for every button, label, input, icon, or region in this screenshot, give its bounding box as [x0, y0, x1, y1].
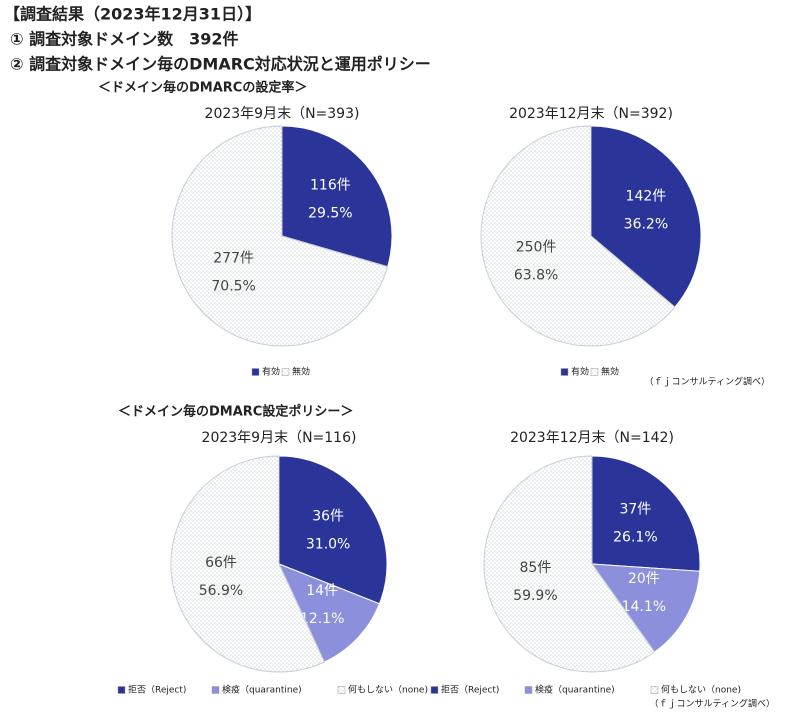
pie-slice [170, 455, 326, 673]
percent-label: 12.1% [300, 611, 344, 627]
pie-slice [278, 563, 381, 663]
doc-title: 【調査結果（2023年12月31日）】 [4, 5, 261, 24]
doc-line: ② 調査対象ドメイン毎のDMARC対応状況と運用ポリシー [10, 55, 431, 74]
count-label: 37件 [619, 501, 651, 517]
count-label: 66件 [205, 555, 237, 571]
pie-slice [590, 563, 701, 653]
legend-label: 何もしない（none) [661, 684, 741, 696]
source-note: （ｆｊコンサルティング調べ） [650, 698, 775, 710]
pie-slice [281, 125, 393, 268]
chart-title: 2023年9月末（N=116) [202, 430, 357, 446]
percent-label: 29.5% [308, 206, 352, 222]
chart-title: 2023年12月末（N=142) [510, 430, 674, 446]
percent-label: 31.0% [306, 537, 350, 553]
legend-label: 検疫（quarantine) [535, 684, 615, 696]
percent-label: 14.1% [622, 599, 666, 615]
legend-label: 検疫（quarantine) [222, 684, 302, 696]
chart-title: 2023年12月末（N=392) [509, 106, 673, 122]
section-title: ＜ドメイン毎のDMARC設定ポリシー＞ [118, 404, 353, 420]
pie-slice [590, 125, 702, 308]
count-label: 20件 [628, 571, 660, 587]
legend-swatch [117, 686, 126, 694]
legend-label: 拒否（Reject) [128, 684, 186, 696]
legend-label: 無効 [292, 366, 310, 378]
count-label: 116件 [310, 178, 351, 194]
pie-slice [591, 455, 701, 572]
count-label: 36件 [312, 509, 344, 525]
legend-label: 有効 [571, 366, 589, 378]
legend-label: 拒否（Reject) [441, 684, 499, 696]
pie-slice [483, 455, 656, 673]
count-label: 85件 [520, 560, 552, 576]
legend-swatch [650, 686, 659, 694]
legend-label: 有効 [262, 366, 280, 378]
legend-swatch [337, 686, 346, 694]
legend-label: 無効 [601, 366, 619, 378]
pie-slice [171, 125, 389, 347]
legend-swatch [211, 686, 220, 694]
legend-swatch [560, 368, 569, 376]
percent-label: 59.9% [513, 588, 557, 604]
doc-line: ① 調査対象ドメイン数 392件 [10, 30, 239, 49]
source-note: （ｆｊコンサルティング調べ） [645, 376, 770, 388]
percent-label: 36.2% [624, 217, 668, 233]
section-title: ＜ドメイン毎のDMARCの設定率＞ [98, 80, 307, 96]
count-label: 250件 [516, 239, 557, 255]
percent-label: 56.9% [199, 583, 243, 599]
legend-swatch [281, 368, 290, 376]
percent-label: 63.8% [514, 267, 558, 283]
pie-slice [480, 125, 676, 347]
count-label: 277件 [213, 250, 254, 266]
legend-swatch [430, 686, 439, 694]
legend-swatch [524, 686, 533, 694]
legend-swatch [251, 368, 260, 376]
legend-swatch [590, 368, 599, 376]
percent-label: 70.5% [211, 278, 255, 294]
percent-label: 26.1% [613, 529, 657, 545]
chart-title: 2023年9月末（N=393) [205, 106, 360, 122]
legend-label: 何もしない（none) [348, 684, 428, 696]
count-label: 142件 [626, 189, 667, 205]
pie-slice [278, 455, 388, 605]
count-label: 14件 [306, 583, 338, 599]
